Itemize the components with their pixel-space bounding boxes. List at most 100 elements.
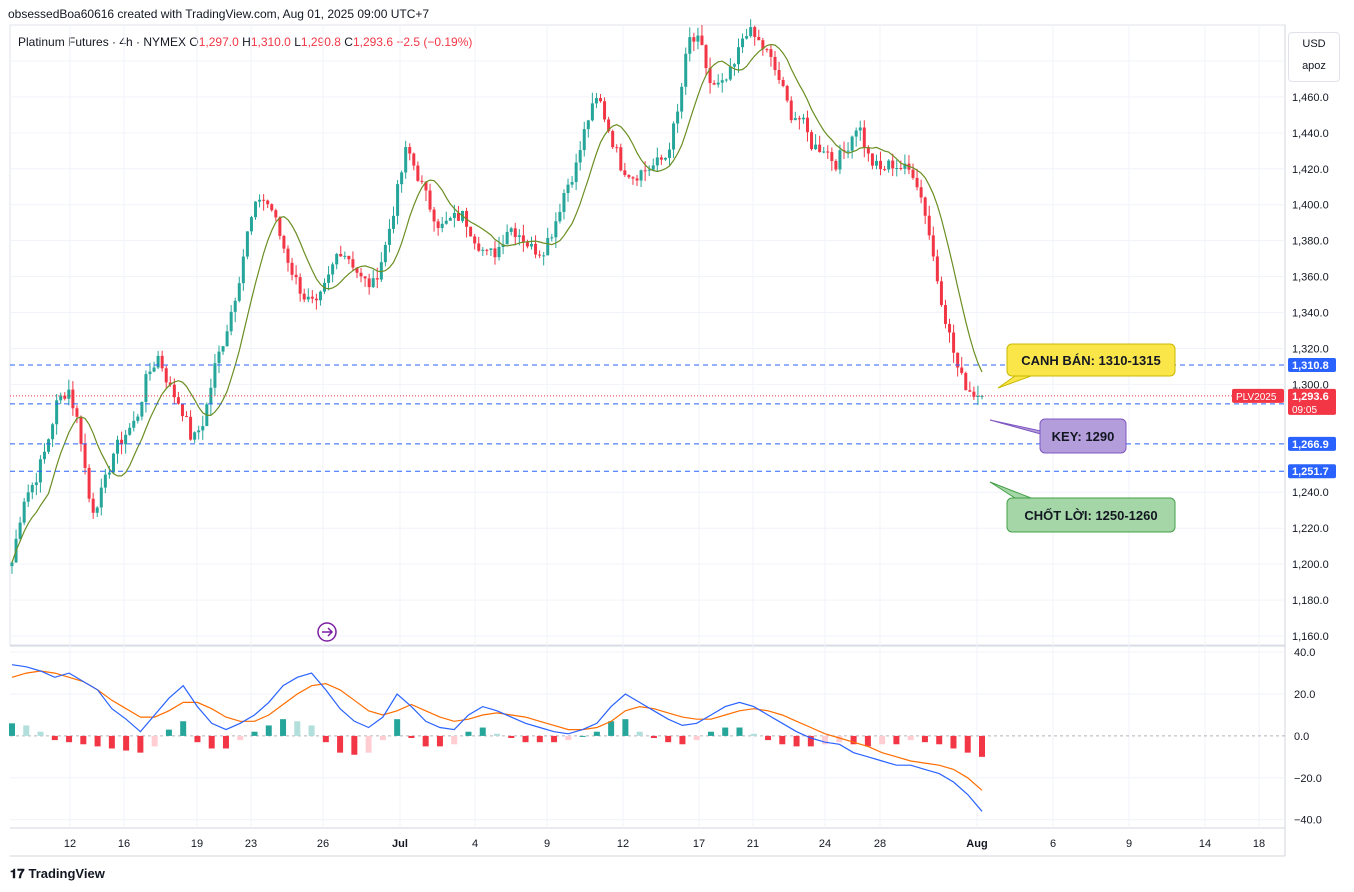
- jump-to-icon-circle: [317, 622, 337, 642]
- macd-tick-label: 40.0: [1294, 647, 1315, 659]
- candle-body: [233, 300, 237, 312]
- histogram-bar: [165, 729, 172, 736]
- open-value: 1,297.0: [198, 35, 239, 49]
- histogram-bar: [893, 735, 900, 745]
- candle-body: [379, 262, 383, 280]
- candle-body: [176, 397, 180, 404]
- macd-tick-label: 0.0: [1294, 731, 1309, 743]
- histogram-bar: [921, 735, 928, 743]
- histogram-bar: [807, 735, 814, 747]
- candle-body: [866, 147, 870, 154]
- candle-body: [574, 162, 578, 183]
- candle-body: [830, 152, 834, 161]
- candle-body: [229, 311, 233, 332]
- candle-body: [217, 351, 221, 364]
- candle-body: [801, 117, 805, 120]
- candle-body: [111, 453, 115, 473]
- candle-body: [525, 242, 529, 247]
- candle-body: [71, 389, 75, 409]
- candle-body: [736, 47, 740, 65]
- candle-body: [615, 147, 619, 149]
- candle-body: [416, 165, 420, 181]
- candle-body: [704, 45, 708, 69]
- price-tick-label: 1,440.0: [1292, 128, 1329, 140]
- candle-body: [603, 101, 607, 120]
- candle-body: [136, 416, 140, 421]
- candle-body: [318, 291, 322, 301]
- histogram-bar: [237, 735, 244, 741]
- candle-body: [420, 180, 424, 182]
- candle-body: [160, 355, 164, 369]
- histogram-bar: [436, 735, 443, 747]
- histogram-bar: [593, 731, 600, 736]
- candle-body: [952, 332, 956, 353]
- candle-body: [927, 215, 931, 236]
- candle-body: [55, 400, 59, 425]
- histogram-bar: [151, 735, 158, 747]
- histogram-bar: [251, 731, 258, 736]
- candle-body: [647, 169, 651, 171]
- histogram-bar: [294, 721, 301, 736]
- candle-body: [286, 248, 290, 263]
- candle-body: [582, 129, 586, 151]
- symbol-tag-label: PLV2025: [1236, 392, 1277, 403]
- histogram-bar: [907, 735, 914, 741]
- candle-body: [529, 243, 533, 247]
- histogram-bar: [551, 735, 558, 743]
- candle-body: [513, 228, 517, 237]
- macd-line: [11, 664, 983, 812]
- tradingview-logo[interactable]: 𝟏𝟕 TradingView: [10, 866, 105, 882]
- candle-body: [140, 401, 144, 417]
- candle-body: [290, 262, 294, 275]
- histogram-bar: [822, 735, 829, 745]
- candles-group: [10, 19, 984, 574]
- jump-to-icon-arrow: [322, 627, 334, 637]
- time-tick-label: 9: [544, 838, 550, 850]
- candle-body: [538, 254, 542, 256]
- annotation-pointer: [997, 375, 1032, 389]
- candle-body: [631, 177, 635, 179]
- candle-body: [116, 439, 120, 454]
- candle-body: [18, 522, 22, 539]
- candle-body: [404, 147, 408, 173]
- candle-body: [209, 387, 213, 405]
- level-price-label: 1,310.8: [1292, 360, 1329, 372]
- candle-body: [193, 432, 197, 440]
- candle-body: [870, 153, 874, 166]
- candle-body: [489, 248, 493, 250]
- candle-body: [765, 49, 769, 51]
- histogram-bar: [94, 735, 101, 747]
- candle-body: [814, 144, 818, 150]
- time-tick-label: 23: [245, 838, 257, 850]
- level-price-tag: [1288, 358, 1336, 373]
- annotation-box: [1006, 343, 1176, 377]
- histogram-bar: [964, 735, 971, 753]
- currency-selector[interactable]: USD apoz: [1288, 32, 1340, 82]
- candle-body: [120, 439, 124, 445]
- candle-body: [262, 199, 266, 201]
- candle-body: [452, 212, 456, 219]
- candle-body: [355, 267, 359, 273]
- chart-caption: obsessedBoa60616 created with TradingVie…: [8, 7, 430, 21]
- histogram-bar: [722, 727, 729, 736]
- last-price-label: 1,293.6: [1292, 391, 1329, 403]
- level-price-label: 1,266.9: [1292, 439, 1329, 451]
- candle-body: [67, 389, 71, 399]
- candle-body: [797, 118, 801, 120]
- candle-body: [249, 217, 253, 232]
- candle-body: [692, 37, 696, 42]
- histogram-bar: [422, 735, 429, 747]
- candle-body: [708, 68, 712, 84]
- candle-body: [534, 243, 538, 255]
- candle-body: [221, 346, 225, 352]
- candle-body: [400, 172, 404, 185]
- candle-body: [294, 274, 298, 278]
- candle-body: [509, 228, 513, 232]
- histogram-bar: [508, 735, 515, 738]
- candle-body: [168, 382, 172, 385]
- candle-body: [237, 283, 241, 301]
- candle-body: [408, 147, 412, 154]
- candle-body: [550, 237, 554, 239]
- candle-body: [627, 174, 631, 178]
